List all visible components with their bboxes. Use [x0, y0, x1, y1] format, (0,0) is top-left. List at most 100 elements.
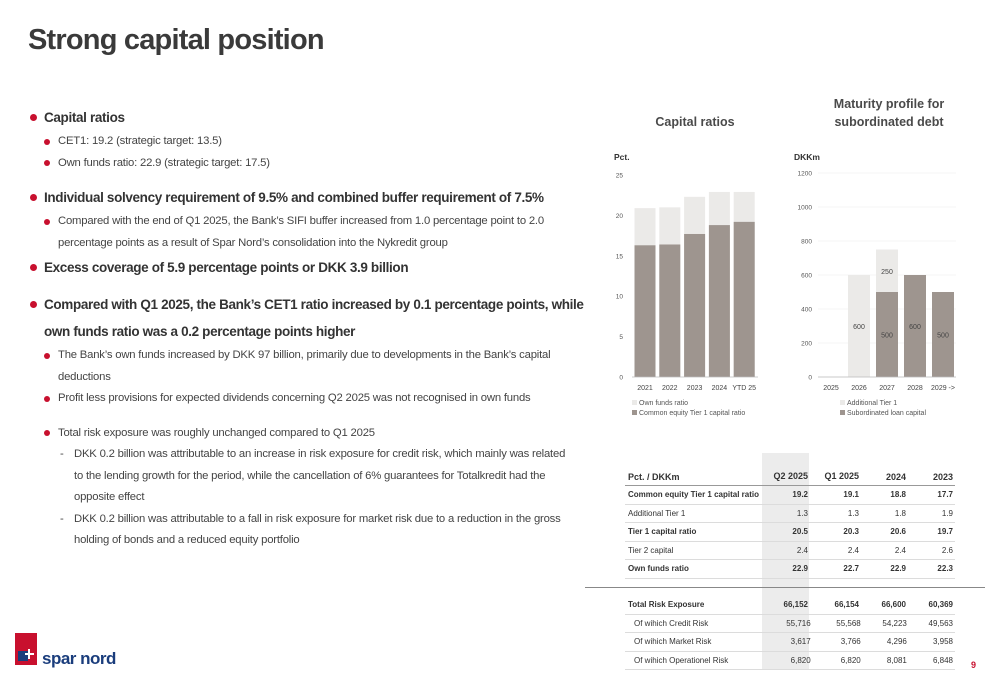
bar — [659, 244, 681, 377]
data-label: 600 — [853, 324, 865, 331]
table-row: Of wihich Credit Risk 55,716 55,568 54,223 4… — [625, 615, 955, 633]
table-cell: 1.3 — [847, 508, 859, 518]
y-tick-label: 5 — [619, 334, 623, 341]
table-cell: 22.9 — [890, 564, 906, 574]
data-label: 600 — [909, 324, 921, 331]
y-tick-label: 10 — [616, 294, 624, 301]
table-cell: 66,152 — [783, 600, 808, 610]
bar — [733, 221, 755, 377]
table-cell: Common equity Tier 1 capital ratio — [628, 490, 759, 500]
slide-title: Strong capital position — [28, 24, 325, 56]
table-cell: 2.4 — [894, 545, 906, 555]
legend-label: Own funds ratio — [639, 400, 688, 407]
table-cell: 18.8 — [890, 490, 906, 500]
table-cell: 20.3 — [843, 527, 859, 537]
separator — [585, 587, 985, 588]
bullet-section: Capital ratios CET1: 19.2 (strategic targ… — [30, 104, 585, 174]
bullet-section: Excess coverage of 5.9 percentage points… — [30, 254, 585, 281]
legend-label: Additional Tier 1 — [847, 400, 897, 407]
table-cell: 3,617 — [790, 637, 811, 647]
table-row: Total Risk Exposure 66,152 66,154 66,600 60,… — [625, 596, 955, 615]
y-axis-label: Pct. — [614, 152, 630, 162]
logo-mark — [18, 651, 28, 661]
legend-label: Common equity Tier 1 capital ratio — [639, 410, 745, 417]
table-cell: 19.7 — [937, 527, 953, 537]
table-cell: Of wihich Credit Risk — [634, 618, 709, 628]
bullet-section: Individual solvency requirement of 9.5% … — [30, 184, 585, 254]
data-label: 500 — [881, 333, 893, 340]
bullet-section: Compared with Q1 2025, the Bank’s CET1 r… — [30, 291, 585, 552]
x-tick-label: 2024 — [712, 385, 728, 392]
table-row: Common equity Tier 1 capital ratio 19.2 19… — [625, 486, 955, 505]
table-row: Own funds ratio 22.9 22.7 22.9 22.3 — [625, 560, 955, 579]
x-tick-label: 2029 -> — [931, 385, 955, 392]
bullet-item: Compared with the end of Q1 2025, the Ba… — [30, 211, 585, 254]
logo-mark — [25, 649, 34, 659]
logo-text: spar nord — [42, 649, 116, 668]
table-cell: 17.7 — [937, 490, 953, 500]
table-cell: 6,820 — [840, 655, 861, 665]
dash-item: DKK 0.2 billion was attributable to a fa… — [30, 509, 585, 552]
bar-segment — [932, 292, 954, 377]
y-tick-label: 800 — [801, 239, 812, 246]
table-cell: 1.3 — [796, 508, 808, 518]
bullet-heading: Individual solvency requirement of 9.5% … — [30, 184, 585, 211]
x-tick-label: 2021 — [637, 385, 653, 392]
table-cell: 19.2 — [792, 490, 808, 500]
table-row: Of wihich Market Risk 3,617 3,766 4,296 3,95… — [625, 633, 955, 652]
table-cell: 3,958 — [932, 637, 953, 647]
y-tick-label: 600 — [801, 273, 812, 280]
table-cell: 6,848 — [932, 655, 953, 665]
bullet-heading: Excess coverage of 5.9 percentage points… — [30, 254, 585, 281]
table-cell: 20.5 — [792, 527, 808, 537]
table-row: Of wihich Operationel Risk 6,820 6,820 8,08… — [625, 652, 955, 670]
bar-segment — [904, 275, 926, 377]
table-cell: Total Risk Exposure — [628, 600, 705, 610]
legend-swatch — [840, 400, 845, 405]
x-tick-label: YTD 25 — [732, 385, 756, 392]
x-tick-label: 2025 — [823, 385, 839, 392]
x-tick-label: 2026 — [851, 385, 867, 392]
page-number: 9 — [971, 660, 977, 670]
y-tick-label: 0 — [619, 375, 623, 382]
table-cell: 1.8 — [894, 508, 906, 518]
bullet-item: Total risk exposure was roughly unchange… — [30, 423, 585, 445]
y-tick-label: 1000 — [798, 205, 813, 212]
table-cell: Tier 2 capital — [628, 545, 674, 555]
table-cell: 49,563 — [928, 618, 953, 628]
data-label: 500 — [937, 333, 949, 340]
chart-title: Maturity profile for subordinated debt — [833, 97, 945, 129]
bullet-list: Capital ratios CET1: 19.2 (strategic targ… — [30, 104, 585, 552]
x-tick-label: 2023 — [687, 385, 703, 392]
bar — [708, 225, 730, 377]
y-tick-label: 20 — [616, 213, 624, 220]
table-row: Tier 2 capital 2.4 2.4 2.4 2.6 — [625, 542, 955, 560]
logo-icon — [15, 633, 37, 665]
bullet-item: Own funds ratio: 22.9 (strategic target:… — [30, 153, 585, 175]
y-tick-label: 0 — [808, 375, 812, 382]
table-cell: 55,716 — [786, 618, 811, 628]
legend-swatch — [632, 410, 637, 415]
bar — [684, 233, 706, 377]
table-cell: 2.4 — [847, 545, 859, 555]
bar-segment — [876, 292, 898, 377]
table-cell: 22.7 — [843, 564, 859, 574]
dash-item: DKK 0.2 billion was attributable to an i… — [30, 444, 585, 509]
table-cell: 20.6 — [890, 527, 906, 537]
table-cell: Of wihich Operationel Risk — [634, 655, 729, 665]
bullet-item: The Bank’s own funds increased by DKK 97… — [30, 345, 585, 388]
table-cell: Of wihich Market Risk — [634, 637, 712, 647]
header-cell: Q2 2025 — [773, 471, 808, 481]
table-cell: 22.9 — [792, 564, 808, 574]
table-cell: 4,296 — [886, 637, 907, 647]
bullet-heading: Capital ratios — [30, 104, 585, 131]
bar-segment — [876, 249, 898, 292]
table-row: Additional Tier 1 1.3 1.3 1.8 1.9 — [625, 505, 955, 523]
capital-table: Pct. / DKKm Q2 2025 Q1 2025 2024 2023 Common … — [625, 452, 955, 670]
y-tick-label: 200 — [801, 341, 812, 348]
column-highlight — [762, 453, 809, 669]
legend-label: Subordinated loan capital — [847, 410, 926, 417]
table-header: Pct. / DKKm Q2 2025 Q1 2025 2024 2023 — [625, 452, 955, 486]
x-tick-label: 2028 — [907, 385, 923, 392]
